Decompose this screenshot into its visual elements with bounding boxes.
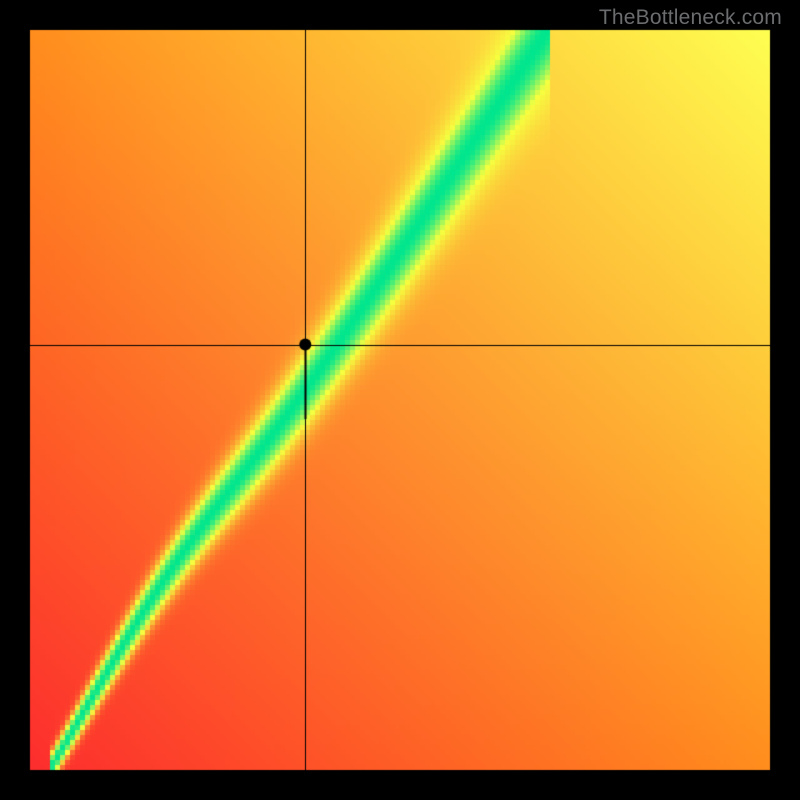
watermark-text: TheBottleneck.com (599, 6, 782, 30)
bottleneck-heatmap-canvas (0, 0, 800, 800)
chart-container: TheBottleneck.com (0, 0, 800, 800)
